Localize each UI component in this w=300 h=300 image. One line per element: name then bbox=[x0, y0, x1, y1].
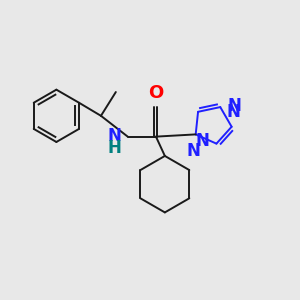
Text: H: H bbox=[107, 139, 121, 157]
Text: O: O bbox=[148, 84, 164, 102]
Text: N: N bbox=[226, 103, 240, 121]
Text: N: N bbox=[186, 142, 200, 160]
Text: N: N bbox=[195, 132, 209, 150]
Text: N: N bbox=[107, 127, 121, 145]
Text: N: N bbox=[228, 97, 242, 115]
